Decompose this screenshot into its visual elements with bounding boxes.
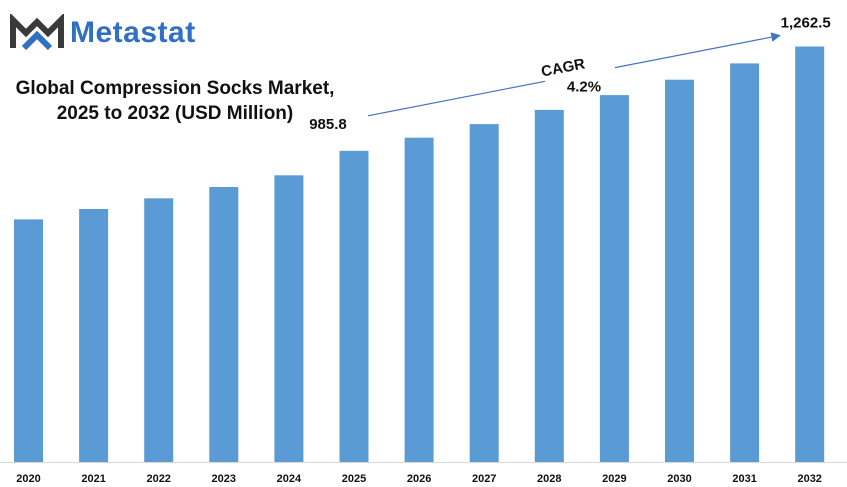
x-tick-label-2025: 2025 <box>342 473 366 485</box>
bar-2025 <box>339 150 369 463</box>
data-label-2025: 985.8 <box>309 116 347 133</box>
bar-2021 <box>79 209 109 462</box>
x-tick-label-2027: 2027 <box>472 473 496 485</box>
cagr-value: 4.2% <box>567 78 601 95</box>
brand-logo: Metastat <box>10 14 196 52</box>
x-tick-label-2032: 2032 <box>797 473 821 485</box>
x-tick-label-2020: 2020 <box>16 473 40 485</box>
chart-title: Global Compression Socks Market, <box>15 78 335 99</box>
brand-name: Metastat <box>70 16 196 49</box>
bar-2023 <box>209 187 239 462</box>
cagr-label: CAGR <box>540 55 587 80</box>
chart-subtitle: 2025 to 2032 (USD Million) <box>56 103 294 124</box>
x-tick-label-2023: 2023 <box>212 473 236 485</box>
bar-2031 <box>730 63 760 463</box>
x-tick-label-2022: 2022 <box>146 473 170 485</box>
x-tick-label-2026: 2026 <box>407 473 431 485</box>
chart-title-block: Global Compression Socks Market, 2025 to… <box>10 76 340 126</box>
bar-2028 <box>534 109 564 463</box>
x-tick-label-2021: 2021 <box>81 473 105 485</box>
bar-2020 <box>14 219 43 462</box>
x-tick-label-2024: 2024 <box>277 473 302 485</box>
bar-2026 <box>404 137 434 462</box>
cagr-arrow-segment-start <box>367 80 546 117</box>
bar-2027 <box>469 124 499 462</box>
cagr-arrow-segment-end <box>614 32 781 69</box>
bar-2029 <box>599 95 629 462</box>
metastat-logo-icon <box>10 14 64 51</box>
x-tick-label-2030: 2030 <box>667 473 691 485</box>
x-tick-label-2031: 2031 <box>732 473 756 485</box>
bar-2024 <box>274 175 304 463</box>
x-tick-label-2028: 2028 <box>537 473 561 485</box>
bar-2030 <box>665 79 694 462</box>
bar-2032 <box>795 46 825 462</box>
bar-2022 <box>144 198 174 463</box>
x-tick-label-2029: 2029 <box>602 473 626 485</box>
data-label-2032: 1,262.5 <box>781 15 831 32</box>
